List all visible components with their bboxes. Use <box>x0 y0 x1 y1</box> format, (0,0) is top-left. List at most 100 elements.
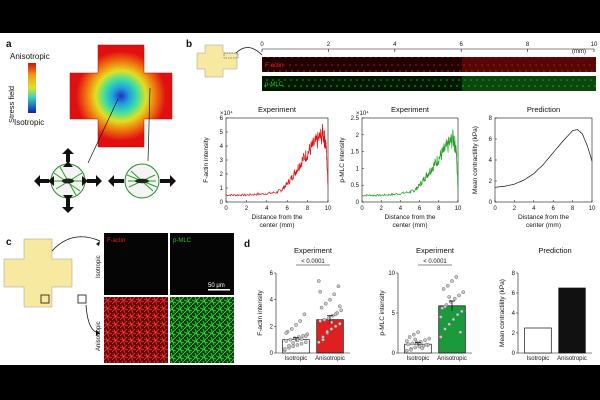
data-point <box>451 317 456 322</box>
data-point <box>284 339 289 343</box>
y-tick-label: 0 <box>270 351 274 357</box>
data-point <box>459 309 464 314</box>
data-point <box>445 283 450 288</box>
data-point <box>291 344 296 349</box>
y-label: p-MLC intensity <box>379 290 386 336</box>
x-tick-label: 2 <box>380 206 384 212</box>
data-point <box>424 342 429 347</box>
bar-isotropic <box>524 327 552 354</box>
x-tick-label: 2 <box>245 206 249 212</box>
chart-title: Experiment <box>294 246 333 255</box>
category-label: Anisotropic <box>315 356 345 362</box>
c-roi-aniso <box>77 294 87 304</box>
c-col2-label: p-MLC <box>173 238 192 244</box>
c-col1-label: F-actin <box>107 238 125 244</box>
c-row1-label: Isotropic <box>96 255 102 278</box>
x-tick-label: 10 <box>589 206 596 212</box>
data-point <box>452 296 457 301</box>
b-scale-axis: 0 2 4 6 8 10 <box>260 42 598 52</box>
b-scale-unit: (mm) <box>572 49 586 55</box>
data-point <box>441 287 446 291</box>
p-value-label: < 0.0001 <box>423 259 447 265</box>
pmlc-strip <box>262 76 596 91</box>
data-point <box>328 297 332 302</box>
data-point <box>288 337 293 342</box>
y-tick-label: 8 <box>489 116 493 122</box>
b-scale-tick-label: 4 <box>393 42 397 48</box>
data-point <box>447 295 452 299</box>
y-tick-label: 5 <box>392 311 396 317</box>
y-tick-label: 1 <box>356 166 360 172</box>
x-label-line2: center (mm) <box>526 222 561 229</box>
chart-title: Prediction <box>538 246 571 255</box>
series-line <box>225 123 329 197</box>
chart-title: Experiment <box>416 246 455 255</box>
x-tick-label: 4 <box>265 206 269 212</box>
isotropic-cell-schematic <box>34 148 102 213</box>
y-label: F-actin intensity <box>203 136 210 182</box>
data-point <box>319 305 324 310</box>
micro-aniso-factin <box>104 297 168 363</box>
y-tick-label: 10 <box>388 271 395 277</box>
figure-canvas: a Anisotropic Stress field Isotropic b 0… <box>3 39 598 363</box>
y-multiplier: ×10⁴ <box>220 110 233 117</box>
data-point <box>287 343 291 348</box>
chart-d-factin: 0 2 4 6 Experiment F-actin intensity Isotropic… <box>257 246 350 362</box>
category-label: Anisotropic <box>437 356 467 362</box>
data-point <box>316 279 321 283</box>
y-tick-label: 0 <box>489 200 493 206</box>
data-point <box>322 317 327 322</box>
category-label: Isotropic <box>527 356 550 362</box>
data-point <box>411 332 416 337</box>
chart-b-pmlc: 0 2 4 6 8 10 0 0.5 1 1.5 2 2.5×10⁴ Experiment Distanc… <box>339 105 462 229</box>
y-label: Mean contractility (kPa) <box>472 126 479 194</box>
data-point <box>299 341 304 346</box>
y-tick-label: 2 <box>489 179 493 185</box>
c-scalebar-label: 50 μm <box>208 283 225 289</box>
x-tick-label: 2 <box>513 206 517 212</box>
x-tick-label: 10 <box>455 206 462 212</box>
series-line <box>494 129 593 188</box>
y-label: F-actin intensity <box>257 289 264 335</box>
data-point <box>321 337 325 342</box>
x-tick-label: 4 <box>399 206 403 212</box>
data-point <box>455 312 460 317</box>
x-tick-label: 6 <box>418 206 422 212</box>
series-line <box>361 129 459 197</box>
data-point <box>333 324 338 329</box>
y-tick-label: 6 <box>270 271 274 277</box>
category-label: Anisotropic <box>557 356 587 362</box>
data-point <box>299 337 304 341</box>
data-point <box>461 290 466 295</box>
chart-title: Experiment <box>258 105 297 114</box>
b-cross-schematic <box>196 44 238 78</box>
x-tick-label: 10 <box>325 206 332 212</box>
data-point <box>329 327 334 331</box>
pointer-line-iso <box>87 98 119 164</box>
data-point <box>318 289 323 294</box>
y-tick-label: 6 <box>220 116 224 122</box>
factin-strip-label: F-actin <box>265 63 283 69</box>
data-point <box>406 342 411 347</box>
x-label-line1: Distance from the <box>518 214 569 221</box>
b-roi-box <box>223 52 239 59</box>
panel-c-letter: c <box>6 237 12 248</box>
b-scale-tick-label: 10 <box>591 42 598 48</box>
pmlc-strip-bright <box>462 76 596 91</box>
x-label-line2: center (mm) <box>392 222 427 229</box>
y-tick-label: 0 <box>512 351 516 357</box>
plot-frame <box>494 117 593 203</box>
y-tick-label: 0.5 <box>351 183 360 189</box>
data-point <box>427 336 432 341</box>
data-point <box>423 338 427 343</box>
colorbar-title: Stress field <box>7 86 16 123</box>
x-tick-label: 0 <box>224 206 228 212</box>
x-tick-label: 0 <box>493 206 497 212</box>
data-point <box>339 308 344 313</box>
x-tick-label: 0 <box>360 206 364 212</box>
data-point <box>450 279 454 283</box>
p-value-label: < 0.0001 <box>301 259 325 265</box>
data-point <box>295 343 300 347</box>
